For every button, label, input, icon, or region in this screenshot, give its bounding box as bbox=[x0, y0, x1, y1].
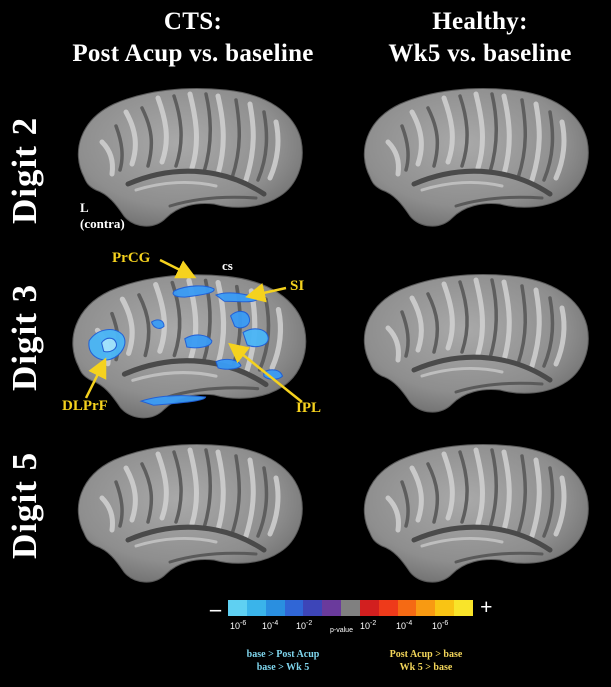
hemisphere-label-line1: L bbox=[80, 200, 89, 215]
colorbar-swatch bbox=[454, 600, 473, 616]
colorbar-tick: 10-4 bbox=[396, 620, 413, 631]
colorbar-swatch bbox=[303, 600, 323, 616]
legend-positive-line2: Wk 5 > base bbox=[399, 662, 453, 673]
colorbar-tick: 10-2 bbox=[296, 620, 313, 631]
arrow-si bbox=[245, 282, 287, 303]
arrow-prcg bbox=[159, 258, 197, 279]
legend-negative-line2: base > Wk 5 bbox=[256, 662, 310, 673]
brain-cts-digit-5 bbox=[66, 438, 316, 588]
legend-positive: Post Acup > base Wk 5 > base bbox=[366, 648, 486, 674]
colorbar-center-label: p-value bbox=[330, 627, 353, 634]
arrow-ipl bbox=[228, 342, 303, 403]
column-title-line1: CTS: bbox=[163, 8, 223, 35]
colorbar-swatch bbox=[265, 600, 285, 616]
activation-clusters bbox=[88, 285, 284, 406]
colorbar bbox=[228, 600, 473, 616]
colorbar-swatch bbox=[378, 600, 398, 616]
arrow-dlprf bbox=[84, 357, 107, 399]
legend-positive-line1: Post Acup > base bbox=[389, 649, 463, 660]
colorbar-swatch bbox=[246, 600, 266, 616]
annotation-prcg: PrCG bbox=[112, 250, 151, 266]
annotation-ipl: IPL bbox=[296, 400, 322, 416]
brain-healthy-digit-5 bbox=[352, 438, 602, 588]
colorbar-tick: 10-6 bbox=[432, 620, 449, 631]
annotation-cs: cs bbox=[222, 258, 233, 273]
colorbar-swatch bbox=[416, 600, 436, 616]
column-title-line1: Healthy: bbox=[432, 8, 528, 35]
colorbar-minus-sign: – bbox=[210, 596, 221, 621]
column-title-healthy: Healthy: Wk5 vs. baseline bbox=[335, 6, 611, 70]
annotation-dlprf: DLPrF bbox=[62, 398, 108, 414]
column-title-line2: Wk5 vs. baseline bbox=[388, 40, 572, 67]
hemisphere-label-line2: (contra) bbox=[80, 216, 125, 231]
hemisphere-label: L (contra) bbox=[80, 200, 125, 232]
brain-cts-digit-3 bbox=[60, 268, 320, 424]
legend-negative-line1: base > Post Acup bbox=[246, 649, 320, 660]
colorbar-swatch bbox=[322, 600, 342, 616]
colorbar-swatch bbox=[359, 600, 379, 616]
column-title-line2: Post Acup vs. baseline bbox=[72, 40, 314, 67]
colorbar-tick: 10-4 bbox=[262, 620, 279, 631]
colorbar-swatch bbox=[341, 600, 360, 616]
colorbar-swatch bbox=[397, 600, 417, 616]
colorbar-swatch bbox=[435, 600, 455, 616]
colorbar-tick: 10-2 bbox=[360, 620, 377, 631]
colorbar-plus-sign: + bbox=[480, 594, 493, 619]
column-title-cts: CTS: Post Acup vs. baseline bbox=[48, 6, 338, 70]
annotation-si: SI bbox=[290, 278, 305, 294]
legend-negative: base > Post Acup base > Wk 5 bbox=[218, 648, 348, 674]
colorbar-tick: 10-6 bbox=[230, 620, 247, 631]
colorbar-swatch bbox=[228, 600, 247, 616]
colorbar-swatch bbox=[284, 600, 304, 616]
